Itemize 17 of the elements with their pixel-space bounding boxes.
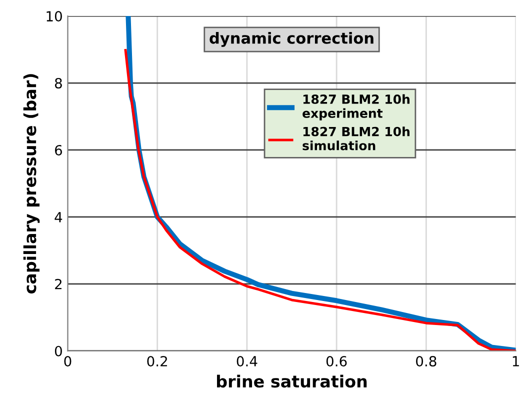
x-tick-label: 0 — [64, 356, 72, 366]
x-tick-label: 1 — [512, 356, 519, 366]
legend-label: 1827 BLM2 10h experiment — [302, 94, 410, 120]
x-tick-label: 0.2 — [147, 356, 167, 366]
x-tick-label: 0.4 — [236, 356, 258, 366]
x-axis-title: brine saturation — [217, 374, 367, 388]
y-tick-label: 4 — [54, 212, 62, 222]
y-tick-label: 2 — [55, 278, 62, 290]
y-tick-label: 10 — [46, 11, 62, 22]
y-tick-label: 6 — [55, 144, 62, 156]
annotation: dynamic correction — [210, 32, 374, 47]
x-tick-label: 0.6 — [326, 356, 347, 366]
legend-label: 1827 BLM2 10h simulation — [302, 126, 410, 150]
x-tick-label: 0.8 — [416, 356, 436, 366]
y-tick-label: 0 — [54, 346, 62, 356]
y-tick-label: 8 — [54, 78, 62, 88]
y-axis-title: capillary pressure (bar) — [23, 74, 40, 294]
